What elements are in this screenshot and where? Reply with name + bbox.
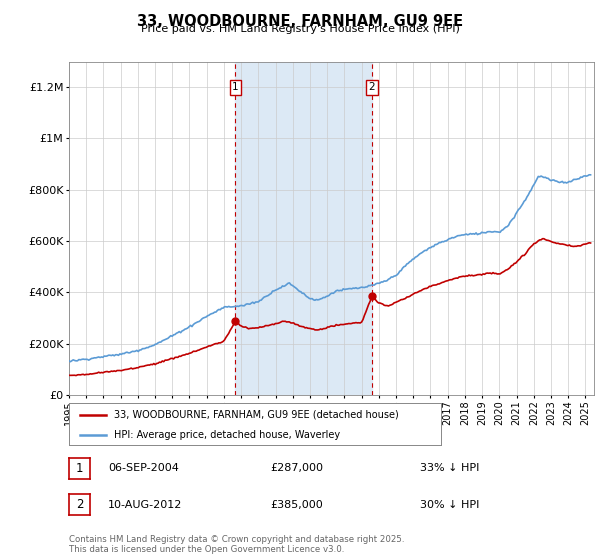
Text: HPI: Average price, detached house, Waverley: HPI: Average price, detached house, Wave… [113,430,340,440]
Text: 1: 1 [232,82,239,92]
Text: 30% ↓ HPI: 30% ↓ HPI [420,500,479,510]
Text: £287,000: £287,000 [270,463,323,473]
Text: 1: 1 [76,461,83,475]
Text: 33, WOODBOURNE, FARNHAM, GU9 9EE: 33, WOODBOURNE, FARNHAM, GU9 9EE [137,14,463,29]
Text: 10-AUG-2012: 10-AUG-2012 [108,500,182,510]
Text: 06-SEP-2004: 06-SEP-2004 [108,463,179,473]
Text: 2: 2 [368,82,375,92]
Text: 33, WOODBOURNE, FARNHAM, GU9 9EE (detached house): 33, WOODBOURNE, FARNHAM, GU9 9EE (detach… [113,410,398,420]
Text: £385,000: £385,000 [270,500,323,510]
Text: Price paid vs. HM Land Registry's House Price Index (HPI): Price paid vs. HM Land Registry's House … [140,24,460,34]
Text: 33% ↓ HPI: 33% ↓ HPI [420,463,479,473]
Text: Contains HM Land Registry data © Crown copyright and database right 2025.
This d: Contains HM Land Registry data © Crown c… [69,535,404,554]
Text: 2: 2 [76,498,83,511]
Bar [235,62,372,395]
